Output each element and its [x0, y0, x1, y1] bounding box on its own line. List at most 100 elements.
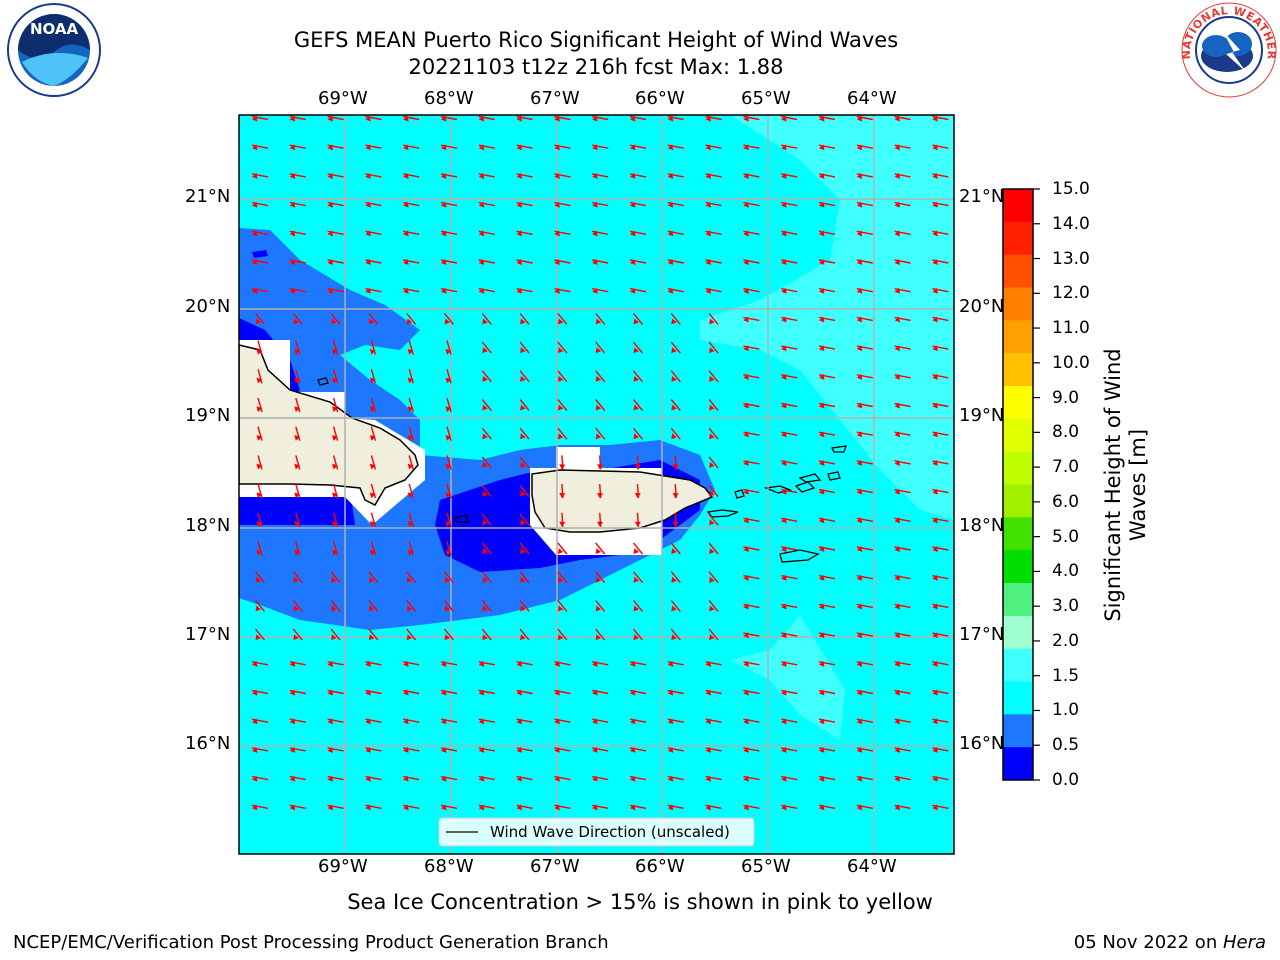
wind-arrow	[443, 599, 455, 612]
wind-arrow-head	[365, 718, 371, 725]
wind-arrow	[932, 230, 949, 235]
wind-arrow-head	[478, 660, 485, 667]
wind-arrow-head	[407, 492, 414, 499]
wind-arrow-head	[894, 804, 901, 811]
wind-arrow-head	[671, 548, 677, 554]
wind-arrow	[519, 399, 530, 411]
wind-arrow	[743, 575, 760, 580]
wind-arrow-head	[520, 462, 526, 468]
wind-arrow	[440, 775, 458, 781]
wind-arrow	[478, 201, 495, 207]
wind-arrow-head	[365, 775, 371, 782]
wind-arrow	[894, 661, 911, 666]
wind-arrow-head	[667, 230, 674, 237]
wind-arrow	[516, 259, 533, 264]
wind-arrow-head	[705, 287, 712, 294]
wind-arrow-head	[630, 660, 636, 667]
wind-arrow-head	[781, 718, 787, 725]
wind-arrow-head	[932, 660, 938, 667]
wind-arrow-head	[557, 433, 564, 440]
wind-arrow-head	[819, 660, 825, 667]
wind-arrow	[705, 259, 722, 264]
wind-arrow-head	[743, 689, 749, 696]
wind-arrow	[289, 288, 306, 293]
wind-arrow-head	[327, 747, 334, 753]
wind-arrow-head	[441, 287, 447, 294]
wind-arrow	[856, 575, 873, 580]
wind-arrow-head	[894, 689, 901, 696]
wind-arrow	[440, 718, 458, 723]
wind-arrow-head	[293, 605, 299, 612]
colorbar-segment	[1003, 484, 1033, 518]
wind-arrow-head	[441, 804, 447, 811]
wind-arrow	[440, 144, 458, 149]
lat-label-left: 20°N	[185, 296, 231, 317]
wave-contour-1p5-2p0-south	[730, 615, 845, 740]
wind-arrow	[708, 485, 719, 498]
wind-arrow	[330, 628, 341, 641]
colorbar-segment	[1003, 648, 1033, 682]
wind-arrow-head	[445, 463, 452, 470]
wind-arrow-head	[781, 230, 787, 237]
wind-arrow	[592, 201, 609, 207]
wind-arrow	[818, 201, 836, 207]
wind-arrow	[894, 517, 911, 522]
wind-arrow-head	[595, 634, 602, 641]
wind-arrow	[327, 173, 344, 178]
wind-arrow-head	[743, 115, 749, 122]
wind-arrow	[295, 369, 301, 384]
wind-arrow-head	[932, 259, 938, 266]
wind-arrow-head	[705, 804, 712, 811]
wind-arrow	[781, 431, 798, 436]
wind-arrow	[818, 431, 836, 436]
wind-arrow-head	[705, 173, 712, 179]
wind-arrow	[818, 173, 836, 178]
wind-arrow	[251, 804, 269, 809]
wind-arrow	[632, 312, 644, 325]
wind-arrow-head	[705, 660, 712, 667]
wind-arrow-head	[709, 605, 715, 612]
wind-arrow-head	[630, 804, 636, 811]
wind-arrow-head	[932, 488, 938, 495]
wind-arrow	[708, 542, 719, 555]
wind-arrow-head	[441, 775, 447, 782]
wind-arrow	[330, 571, 341, 584]
wind-arrow	[406, 599, 417, 612]
wind-arrow-head	[516, 259, 523, 266]
wind-arrow-head	[403, 689, 409, 696]
wind-arrow-head	[406, 318, 413, 325]
wind-arrow	[289, 259, 306, 264]
wind-arrow-head	[932, 546, 938, 553]
wind-arrow-head	[332, 521, 338, 527]
wind-arrow	[554, 115, 571, 121]
wind-arrow-head	[520, 548, 526, 554]
wind-arrow-head	[932, 316, 938, 323]
wind-arrow	[932, 632, 949, 637]
wind-arrow-head	[407, 549, 414, 556]
wind-arrow	[440, 689, 458, 695]
wind-arrow	[856, 661, 873, 666]
colorbar-segment	[1003, 221, 1033, 256]
sea-ice-note: Sea Ice Concentration > 15% is shown in …	[347, 890, 933, 914]
wind-arrow-head	[894, 603, 901, 610]
wind-arrow	[856, 316, 873, 322]
wind-arrow	[818, 259, 836, 264]
wind-arrow-head	[516, 660, 523, 667]
wind-arrow-head	[369, 463, 376, 470]
wind-arrow-head	[672, 492, 679, 499]
wind-arrow	[932, 144, 949, 149]
wind-arrow-head	[256, 377, 263, 384]
wind-arrow	[327, 747, 344, 752]
wind-arrow	[670, 542, 681, 555]
small-islands	[317, 377, 847, 563]
wind-arrow	[251, 689, 269, 695]
wind-arrow	[705, 775, 722, 781]
wind-arrow-head	[407, 377, 414, 384]
colorbar-segment	[1003, 747, 1033, 781]
wind-arrow	[743, 632, 760, 637]
wind-arrow	[667, 115, 684, 121]
wind-arrow-head	[781, 373, 787, 380]
wind-arrow-head	[932, 173, 938, 179]
colorbar-segment	[1003, 254, 1033, 288]
wind-arrow	[332, 512, 339, 527]
